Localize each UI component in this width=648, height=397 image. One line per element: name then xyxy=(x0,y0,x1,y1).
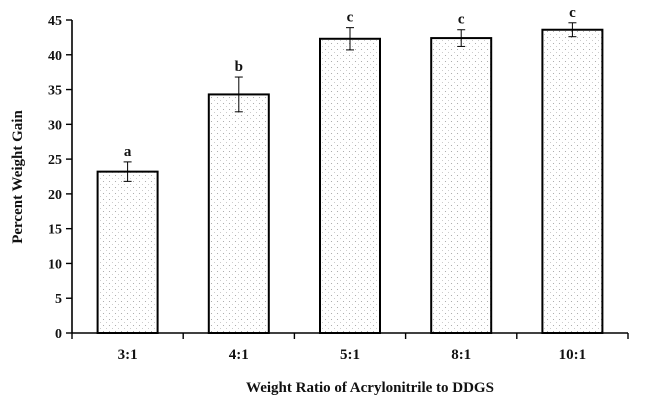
bar xyxy=(96,170,159,334)
bars: a b c c c xyxy=(96,5,604,335)
y-tick-label: 25 xyxy=(48,153,62,168)
significance-label: b xyxy=(235,59,243,75)
significance-label: c xyxy=(458,12,465,28)
bar xyxy=(541,28,604,334)
bar xyxy=(430,37,493,335)
significance-label: c xyxy=(569,5,576,21)
y-tick-label: 45 xyxy=(48,14,62,29)
bar xyxy=(207,93,270,335)
y-tick-label: 15 xyxy=(48,223,62,238)
y-tick-label: 40 xyxy=(48,49,62,64)
x-tick-label: 5:1 xyxy=(340,347,360,363)
significance-label: c xyxy=(347,10,354,26)
y-tick-label: 5 xyxy=(55,292,62,307)
y-tick-label: 20 xyxy=(48,188,62,203)
y-tick-label: 30 xyxy=(48,118,62,133)
x-axis-title: Weight Ratio of Acrylonitrile to DDGS xyxy=(246,380,494,396)
x-tick-label: 10:1 xyxy=(559,347,587,363)
x-tick-label: 4:1 xyxy=(229,347,249,363)
x-tick-label: 8:1 xyxy=(451,347,471,363)
significance-label: a xyxy=(124,144,132,160)
y-axis: 0 5 10 15 20 25 30 35 40 45 xyxy=(48,14,73,342)
y-tick-label: 0 xyxy=(55,327,62,342)
y-tick-label: 35 xyxy=(48,84,62,99)
x-tick-label: 3:1 xyxy=(118,347,138,363)
x-axis: 3:1 4:1 5:1 8:1 10:1 xyxy=(71,332,629,363)
y-axis-title: Percent Weight Gain xyxy=(10,110,26,244)
bar xyxy=(319,37,381,334)
y-tick-label: 10 xyxy=(48,257,62,272)
